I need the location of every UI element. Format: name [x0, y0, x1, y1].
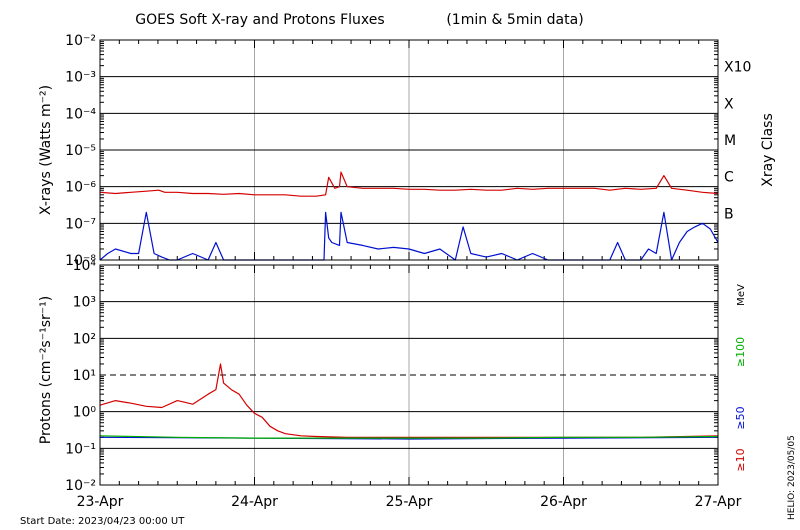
- xray-grid: [99, 40, 719, 260]
- protons-y-axis-label: Protons (cm⁻²s⁻¹sr⁻¹): [38, 296, 54, 445]
- x-tick-label: 24-Apr: [231, 494, 278, 510]
- x-tick-labels: 23-Apr 24-Apr 25-Apr 26-Apr 27-Apr: [77, 494, 742, 510]
- xray-plot-frame: [99, 39, 719, 261]
- xray-y-tick-labels: 10⁻⁸ 10⁻⁷ 10⁻⁶ 10⁻⁵ 10⁻⁴ 10⁻³ 10⁻²: [65, 33, 96, 269]
- xray-class-label: B: [724, 206, 734, 222]
- helio-date-label: HELIO: 2023/05/05: [787, 435, 797, 520]
- protons-y-tick-label: 10⁰: [73, 405, 97, 421]
- xray-class-label: C: [724, 170, 734, 186]
- chart-subtitle: (1min & 5min data): [446, 12, 583, 28]
- start-date-label: Start Date: 2023/04/23 00:00 UT: [20, 516, 185, 527]
- protons-plot-frame: [99, 264, 719, 486]
- xray-class-labels: B C M X X10: [724, 60, 751, 223]
- xray-class-label: X: [724, 96, 734, 112]
- xray-y-tick-label: 10⁻⁸: [65, 253, 96, 269]
- xray-y-tick-label: 10⁻²: [65, 33, 96, 49]
- protons-legend-entry: ≥50: [734, 406, 747, 429]
- xray-class-label: M: [724, 133, 736, 149]
- protons-series-line-2: [99, 435, 719, 439]
- protons-series-group: [99, 363, 719, 440]
- protons-y-tick-labels: 10⁻² 10⁻¹ 10⁰ 10¹ 10² 10³ 10⁴: [65, 258, 96, 494]
- xray-class-label: X10: [724, 60, 751, 76]
- xray-y-tick-label: 10⁻⁶: [65, 180, 96, 196]
- xray-class-axis-label: Xray Class: [760, 113, 776, 187]
- protons-y-tick-label: 10²: [73, 331, 96, 347]
- protons-y-tick-label: 10¹: [73, 368, 96, 384]
- protons-units-label: MeV: [736, 284, 747, 306]
- xray-y-tick-label: 10⁻⁵: [65, 143, 96, 159]
- protons-y-tick-label: 10⁻¹: [65, 441, 96, 457]
- xray-y-tick-label: 10⁻⁴: [65, 106, 96, 122]
- xray-series-group: [99, 171, 719, 261]
- chart-title: GOES Soft X-ray and Protons Fluxes: [135, 12, 384, 28]
- protons-grid: [99, 265, 719, 485]
- x-tick-label: 26-Apr: [540, 494, 587, 510]
- xray-panel: 10⁻⁸ 10⁻⁷ 10⁻⁶ 10⁻⁵ 10⁻⁴ 10⁻³ 10⁻² B C M X X10 X-r…: [38, 33, 776, 269]
- xray-y-tick-label: 10⁻⁷: [65, 216, 96, 232]
- protons-y-tick-label: 10⁴: [73, 258, 97, 274]
- xray-y-axis-label: X-rays (Watts m⁻²): [38, 85, 54, 215]
- protons-panel: 10⁻² 10⁻¹ 10⁰ 10¹ 10² 10³ 10⁴ Protons (cm⁻²s⁻¹…: [38, 258, 747, 494]
- protons-y-tick-label: 10⁻²: [65, 478, 96, 494]
- protons-y-tick-label: 10³: [73, 295, 96, 311]
- x-tick-label: 27-Apr: [695, 494, 742, 510]
- protons-legend: ≥10 ≥50 ≥100: [734, 337, 747, 472]
- xray-y-tick-label: 10⁻³: [65, 70, 96, 86]
- x-tick-label: 25-Apr: [386, 494, 433, 510]
- protons-legend-entry: ≥10: [734, 448, 747, 471]
- protons-series-line-0: [99, 363, 719, 438]
- x-tick-label: 23-Apr: [77, 494, 124, 510]
- xray-series-line-1: [99, 211, 719, 261]
- protons-legend-entry: ≥100: [734, 337, 747, 367]
- xray-series-line-0: [99, 171, 719, 197]
